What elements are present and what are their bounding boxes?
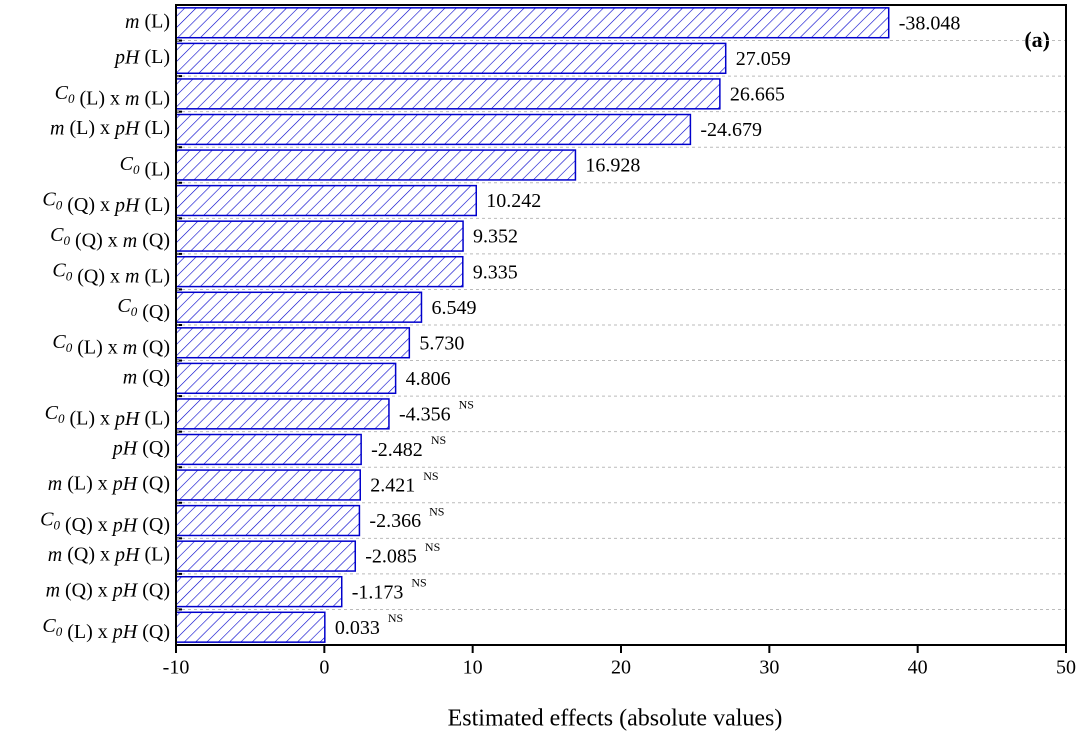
value-label: -4.356 <box>399 403 451 425</box>
bar <box>175 433 362 466</box>
bar <box>175 291 423 323</box>
value-label: -24.679 <box>700 119 762 141</box>
x-tick-label: -10 <box>163 657 190 679</box>
x-tick-label: 20 <box>611 657 631 679</box>
y-tick-label: C0 (L) x m (Q) <box>52 330 170 358</box>
value-label: -2.482 <box>371 439 423 461</box>
significance-label: NS <box>429 504 444 518</box>
x-tick-label: 10 <box>463 657 483 679</box>
value-label: 27.059 <box>736 48 791 70</box>
bar <box>175 540 357 572</box>
value-label: 5.730 <box>419 332 464 354</box>
y-tick-label: C0 (L) x m (L) <box>55 81 170 109</box>
x-tick-label: 30 <box>759 657 779 679</box>
value-label: -2.085 <box>365 546 417 568</box>
significance-label: NS <box>423 469 438 483</box>
bar <box>175 7 890 39</box>
y-tick-label: C0 (L) x pH (L) <box>45 401 170 429</box>
bar <box>175 220 464 252</box>
value-label: -2.366 <box>369 510 421 532</box>
bar <box>175 113 692 146</box>
bar <box>175 184 478 217</box>
x-axis-title: Estimated effects (absolute values) <box>448 706 783 732</box>
y-tick-label: C0 (Q) <box>117 295 170 323</box>
x-tick-label: 40 <box>908 657 928 679</box>
y-tick-label: m (Q) <box>123 366 170 388</box>
bar <box>175 78 721 110</box>
y-tick-label: C0 (L) <box>120 153 170 181</box>
y-tick-label: m (L) x pH (Q) <box>48 473 170 495</box>
value-label: 26.665 <box>730 83 785 105</box>
plot-frame <box>175 4 1067 646</box>
value-label: 6.549 <box>431 297 476 319</box>
significance-label: NS <box>425 540 440 554</box>
value-label: -1.173 <box>352 581 404 603</box>
y-tick-label: C0 (Q) x pH (Q) <box>40 508 170 536</box>
y-tick-label: C0 (Q) x m (Q) <box>50 224 170 252</box>
bar <box>175 575 343 608</box>
y-tick-label: C0 (L) x pH (Q) <box>42 615 170 643</box>
value-label: 0.033 <box>335 617 380 639</box>
bar <box>175 42 727 75</box>
y-tick-label: m (L) x pH (L) <box>50 117 170 139</box>
bar <box>175 362 397 395</box>
bar <box>175 398 390 430</box>
y-tick-label: m (L) <box>125 10 170 32</box>
x-tick-label: 0 <box>319 657 329 679</box>
significance-label: NS <box>459 398 474 412</box>
y-tick-label: m (Q) x pH (L) <box>48 544 170 566</box>
value-label: 10.242 <box>486 190 541 212</box>
bar <box>175 255 464 288</box>
bar <box>175 611 326 643</box>
y-tick-label: C0 (Q) x pH (L) <box>42 188 170 216</box>
x-tick-label: 50 <box>1056 657 1076 679</box>
panel-label: (a) <box>1024 27 1050 52</box>
significance-label: NS <box>388 611 403 625</box>
bar <box>175 504 361 537</box>
bar <box>175 149 577 181</box>
y-tick-label: m (Q) x pH (Q) <box>46 579 170 601</box>
value-label: -38.048 <box>899 12 961 34</box>
value-label: 4.806 <box>406 368 451 390</box>
bar <box>175 469 361 501</box>
value-label: 9.335 <box>473 261 518 283</box>
value-label: 16.928 <box>585 155 640 177</box>
significance-label: NS <box>411 575 426 589</box>
y-tick-label: pH (L) <box>113 46 170 68</box>
value-label: 9.352 <box>473 226 518 248</box>
bar <box>175 327 411 359</box>
y-tick-label: pH (Q) <box>111 437 170 459</box>
value-label: 2.421 <box>370 475 415 497</box>
significance-label: NS <box>431 433 446 447</box>
y-tick-label: C0 (Q) x m (L) <box>52 259 170 287</box>
